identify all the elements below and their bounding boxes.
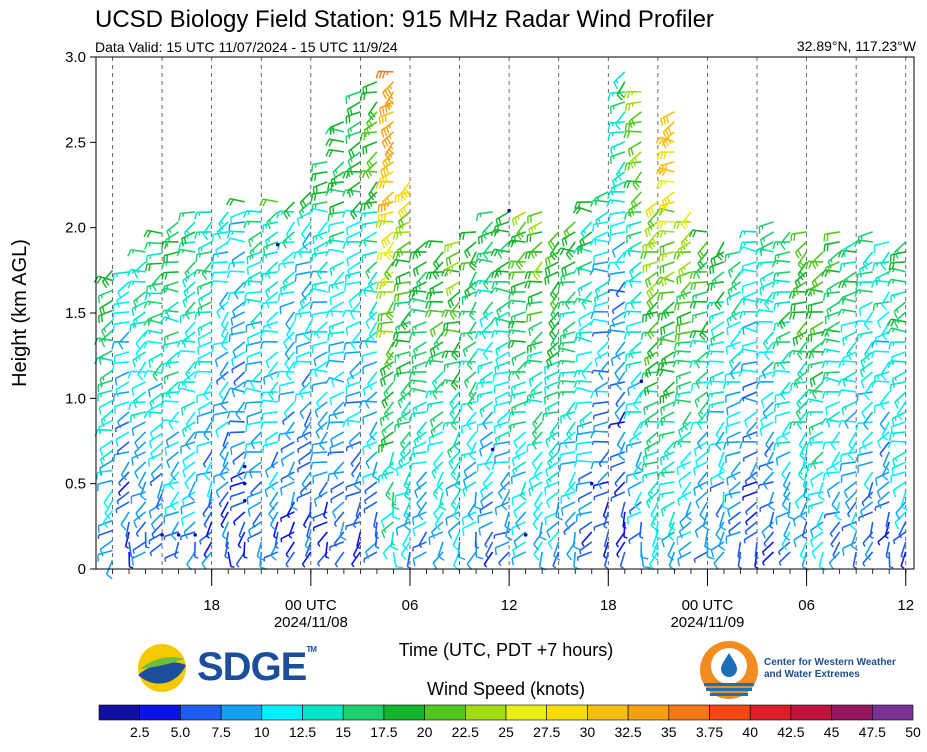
colorbar-label: 20: [417, 724, 433, 740]
colorbar-swatch: [384, 705, 425, 720]
sdge-wordmark: SDGETM: [197, 645, 316, 690]
colorbar-swatch: [140, 705, 181, 720]
calm-point: [491, 448, 495, 452]
cw3e-name-line2: and Water Extremes: [764, 669, 914, 681]
colorbar-label: 5.0: [171, 724, 191, 740]
y-axis: 0 0.5 1.0 1.5 2.0 2.5 3.0: [65, 49, 96, 578]
x-tick-label: 18: [600, 597, 617, 614]
y-axis-label: Height (km AGL): [9, 239, 31, 387]
y-tick-label: 0.5: [65, 476, 86, 493]
data-valid-range: Data Valid: 15 UTC 11/07/2024 - 15 UTC 1…: [95, 39, 398, 55]
x-tick-label: 12: [501, 597, 518, 614]
y-tick-label: 0: [78, 561, 86, 578]
cw3e-name: Center for Western Weather and Water Ext…: [764, 657, 914, 681]
colorbar-swatch: [587, 705, 628, 720]
calm-point: [243, 482, 247, 486]
y-tick-label: 2.5: [65, 134, 86, 151]
colorbar-swatch: [221, 705, 262, 720]
colorbar-label: 35: [661, 724, 677, 740]
colorbar-swatch: [710, 705, 751, 720]
calm-point: [160, 533, 164, 537]
x-tick-label: 00 UTC: [285, 597, 337, 614]
colorbar-swatch: [303, 705, 344, 720]
y-tick-label: 3.0: [65, 49, 86, 66]
cw3e-name-line1: Center for Western Weather: [764, 657, 914, 669]
y-tick-label: 2.0: [65, 220, 86, 237]
colorbar-swatch: [547, 705, 588, 720]
calm-point: [590, 482, 594, 486]
calm-point: [243, 499, 247, 503]
x-date-label: 2024/11/09: [670, 614, 744, 631]
x-tick-label: 00 UTC: [682, 597, 734, 614]
chart-title: UCSD Biology Field Station: 915 MHz Rada…: [95, 6, 714, 34]
calm-point: [243, 465, 247, 469]
colorbar-label: 3.75: [696, 724, 723, 740]
colorbar-label: 7.5: [211, 724, 231, 740]
colorbar-swatch: [262, 705, 303, 720]
y-tick-label: 1.5: [65, 305, 86, 322]
colorbar-label: 10: [254, 724, 270, 740]
x-date-label: 2024/11/08: [274, 614, 348, 631]
colorbar-swatch: [506, 705, 547, 720]
colorbar-label: 2.5: [130, 724, 150, 740]
sdge-trademark: TM: [306, 645, 316, 654]
colorbar-label: 25: [498, 724, 514, 740]
colorbar-label: 22.5: [452, 724, 479, 740]
calm-point: [507, 209, 511, 213]
cw3e-logo: [698, 639, 760, 701]
x-tick-label: 12: [897, 597, 914, 614]
x-tick-label: 18: [203, 597, 220, 614]
x-tick-label: 06: [798, 597, 815, 614]
colorbar: 2.5 5.0 7.5 10 12.5 15 17.5 20 22.5 25 27.5 30 32.5 3…: [99, 705, 921, 740]
colorbar-swatch: [343, 705, 384, 720]
colorbar-swatch: [465, 705, 506, 720]
colorbar-label: 42.5: [777, 724, 804, 740]
calm-point: [193, 533, 197, 537]
y-tick-label: 1.0: [65, 390, 86, 407]
colorbar-swatch: [872, 705, 913, 720]
colorbar-swatch: [750, 705, 791, 720]
colorbar-label: 40: [742, 724, 758, 740]
calm-point: [640, 379, 644, 383]
colorbar-swatch: [180, 705, 221, 720]
sdge-word: SDGE: [197, 645, 306, 689]
colorbar-label: 32.5: [614, 724, 641, 740]
calm-point: [524, 533, 528, 537]
calm-point: [177, 533, 181, 537]
colorbar-label: 45: [824, 724, 840, 740]
colorbar-label: 27.5: [533, 724, 560, 740]
colorbar-label: 12.5: [289, 724, 316, 740]
colorbar-label: 15: [335, 724, 351, 740]
colorbar-swatch: [832, 705, 873, 720]
colorbar-swatch: [791, 705, 832, 720]
colorbar-swatch: [669, 705, 710, 720]
colorbar-swatch: [99, 705, 140, 720]
station-coordinates: 32.89°N, 117.23°W: [797, 38, 916, 54]
calm-point: [276, 243, 280, 247]
colorbar-label: 50: [905, 724, 921, 740]
x-tick-label: 06: [402, 597, 419, 614]
colorbar-swatch: [628, 705, 669, 720]
colorbar-label: 47.5: [859, 724, 886, 740]
colorbar-swatch: [425, 705, 466, 720]
colorbar-label: 17.5: [370, 724, 397, 740]
colorbar-label: 30: [580, 724, 596, 740]
